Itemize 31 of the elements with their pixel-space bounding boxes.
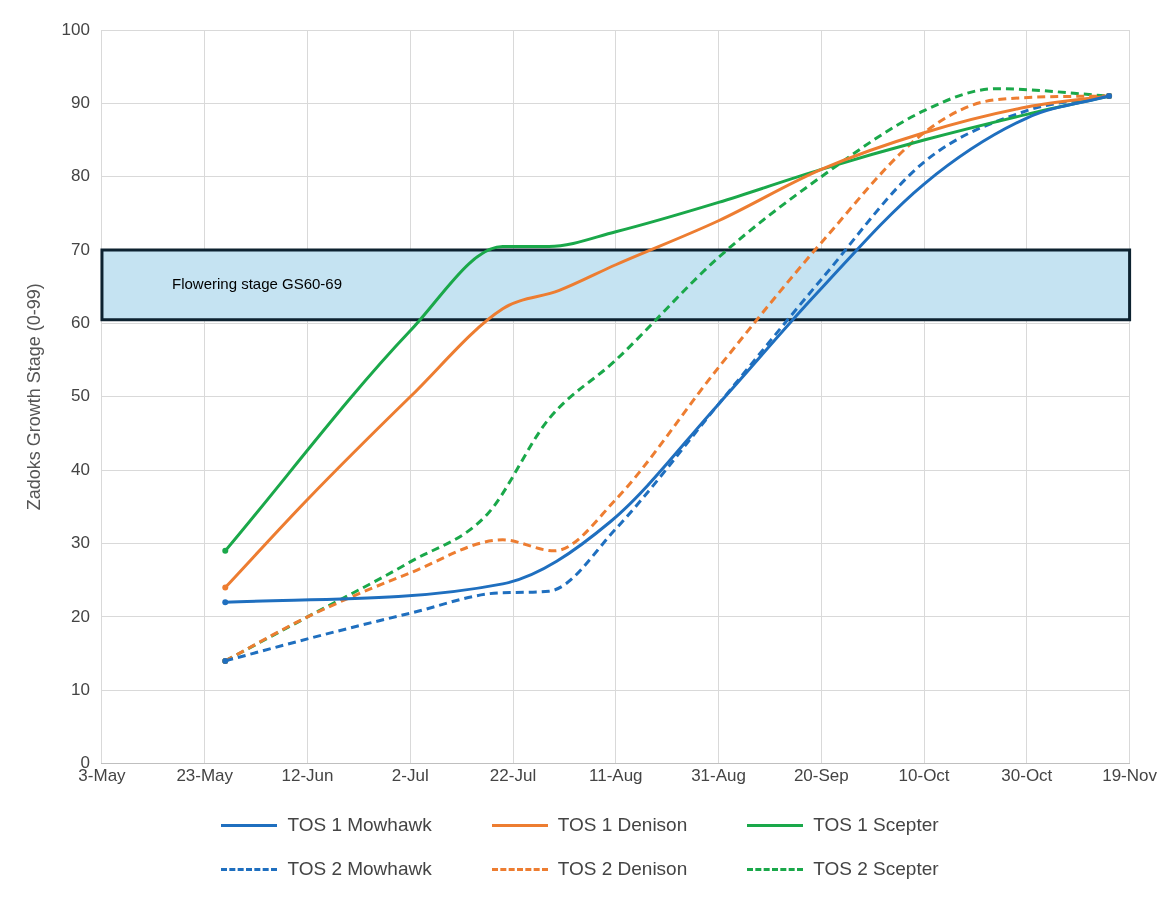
y-tick-label: 80 <box>71 166 90 186</box>
band-label: Flowering stage GS60-69 <box>171 275 343 293</box>
y-tick-label: 50 <box>71 386 90 406</box>
x-tick-label: 30-Oct <box>1001 766 1053 786</box>
x-tick-label: 22-Jul <box>489 766 537 786</box>
point <box>222 599 229 606</box>
y-tick-label: 30 <box>71 533 90 553</box>
legend-label: TOS 2 Denison <box>557 858 688 880</box>
y-tick-label: 60 <box>71 313 90 333</box>
legend-label: TOS 2 Mowhawk <box>287 858 432 880</box>
legend-label: TOS 1 Scepter <box>813 814 939 836</box>
x-tick-label: 2-Jul <box>391 766 429 786</box>
x-tick-label: 31-Aug <box>691 766 746 786</box>
x-tick-label: 23-May <box>176 766 234 786</box>
x-tick-label: 11-Aug <box>589 766 643 786</box>
y-tick-label: 10 <box>71 679 90 699</box>
y-axis-title: Zadoks Growth Stage (0-99) <box>23 283 44 511</box>
y-tick-label: 100 <box>61 19 90 39</box>
legend-label: TOS 1 Mowhawk <box>287 814 432 836</box>
legend-label: TOS 2 Scepter <box>813 858 939 880</box>
x-tick-label: 20-Sep <box>793 766 849 786</box>
y-tick-label: 90 <box>71 93 90 113</box>
legend-label: TOS 1 Denison <box>557 814 688 836</box>
y-tick-label: 70 <box>71 239 90 259</box>
x-tick-label: 19-Nov <box>1102 766 1158 786</box>
y-tick-label: 20 <box>71 606 90 626</box>
point <box>222 547 229 554</box>
point <box>222 584 229 591</box>
x-tick-label: 12-Jun <box>281 766 334 786</box>
y-tick-label: 40 <box>71 459 90 479</box>
x-tick-label: 10-Oct <box>898 766 950 786</box>
